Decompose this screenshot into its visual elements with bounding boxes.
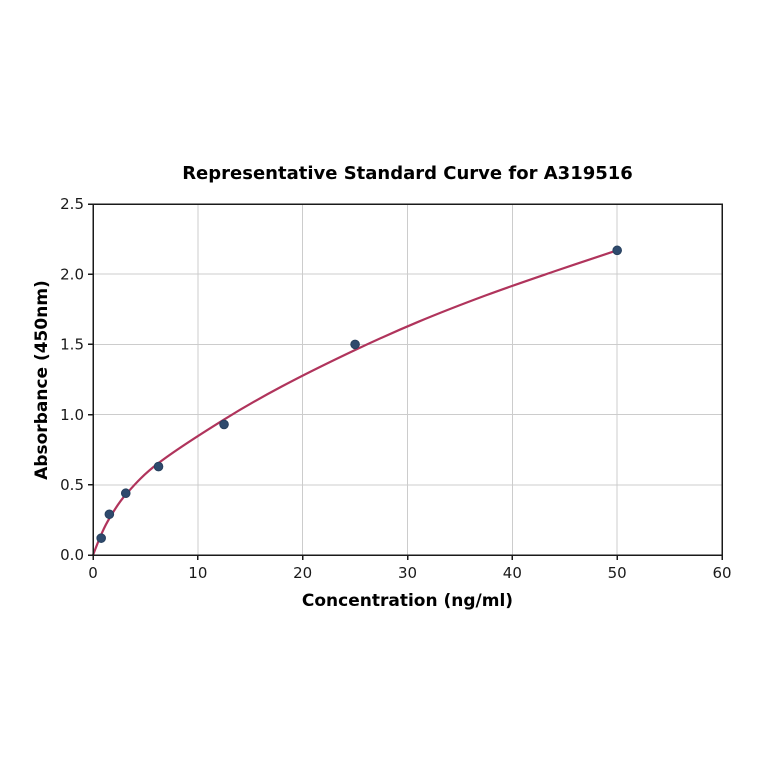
data-point [120, 488, 131, 499]
x-tick-label: 10 [188, 564, 207, 582]
y-tick-label: 0.5 [60, 476, 84, 494]
y-tick-label: 2.0 [60, 265, 84, 283]
y-axis-label: Absorbance (450nm) [32, 280, 52, 480]
chart-title: Representative Standard Curve for A31951… [182, 163, 633, 184]
x-tick-label: 50 [608, 564, 627, 582]
x-tick-label: 60 [712, 564, 731, 582]
data-point [219, 419, 229, 430]
y-tick-label: 2.5 [60, 195, 84, 213]
x-tick-label: 30 [398, 564, 417, 582]
x-tick-label: 40 [503, 564, 522, 582]
data-point [612, 245, 622, 256]
x-tick-label: 0 [88, 564, 98, 582]
x-tick-label: 20 [293, 564, 312, 582]
data-point [96, 533, 106, 543]
y-tick-label: 1.5 [60, 336, 84, 354]
data-point [104, 509, 115, 520]
data-point [153, 461, 164, 472]
y-tick-label: 1.0 [60, 406, 84, 424]
data-point [350, 339, 360, 350]
y-tick-label: 0.0 [60, 546, 84, 564]
x-axis-label: Concentration (ng/ml) [301, 591, 514, 611]
fit-curve [91, 249, 619, 557]
